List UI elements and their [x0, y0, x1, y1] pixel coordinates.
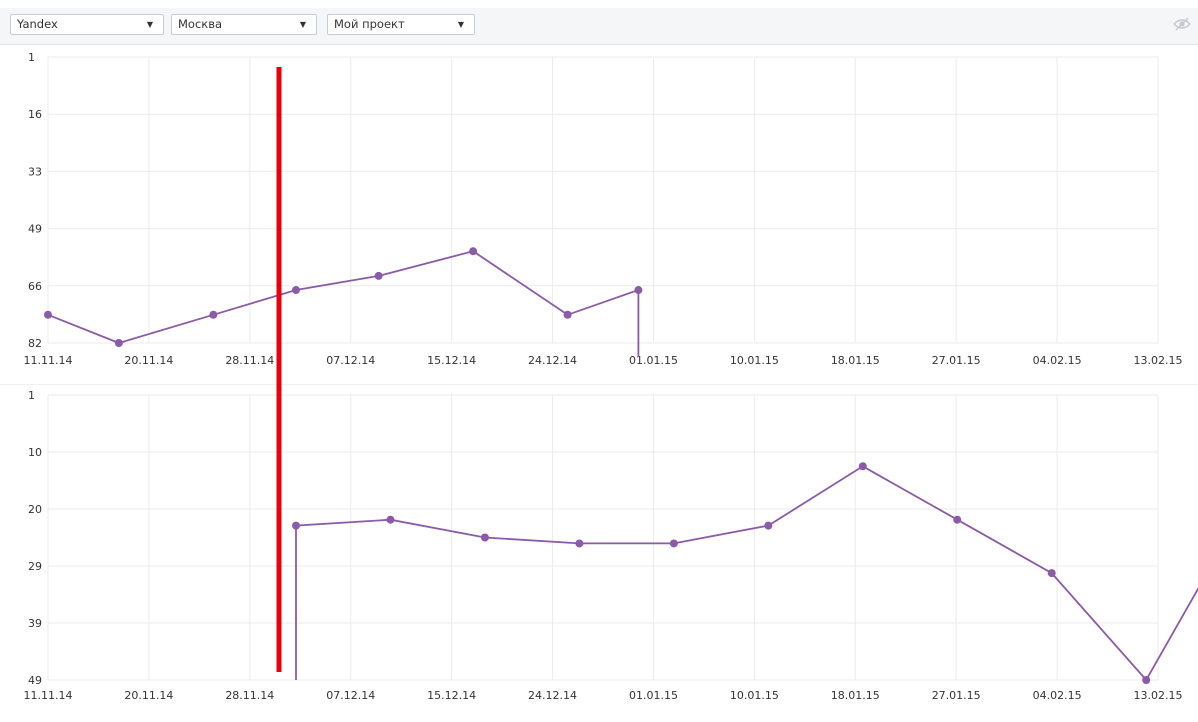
x-tick-label: 27.01.15	[932, 689, 981, 702]
data-point	[209, 310, 218, 319]
data-point	[386, 515, 395, 524]
y-tick-label: 20	[28, 503, 42, 516]
chevron-down-icon: ▼	[457, 20, 464, 29]
project-select[interactable]: Мой проект ▼	[327, 14, 475, 35]
y-tick-label: 82	[28, 337, 42, 350]
data-point	[1142, 676, 1151, 684]
x-tick-label: 11.11.14	[24, 354, 73, 367]
data-point	[669, 539, 678, 548]
y-tick-label: 29	[28, 560, 42, 573]
x-tick-label: 24.12.14	[528, 689, 577, 702]
data-point	[764, 521, 773, 530]
series-line	[47, 250, 640, 357]
chart-top: 1 16 33 49 66 82 11.11.14 20.11.14 28.11.14 07.12…	[24, 51, 1183, 367]
x-tick-label: 01.01.15	[629, 354, 678, 367]
data-point	[1047, 569, 1056, 578]
x-tick-label: 04.02.15	[1033, 354, 1082, 367]
data-point	[469, 247, 478, 256]
data-point	[374, 271, 383, 280]
region-select[interactable]: Москва ▼	[171, 14, 317, 35]
y-tick-label: 49	[28, 674, 42, 687]
y-tick-label: 10	[28, 446, 42, 459]
x-tick-label: 18.01.15	[831, 689, 880, 702]
data-point	[44, 310, 52, 319]
x-tick-label: 04.02.15	[1033, 689, 1082, 702]
eye-slash-icon[interactable]	[1172, 14, 1192, 34]
x-tick-label: 11.11.14	[24, 689, 73, 702]
x-tick-label: 20.11.14	[124, 354, 173, 367]
x-tick-label: 10.01.15	[730, 689, 779, 702]
y-tick-label: 1	[28, 389, 35, 402]
x-tick-label: 20.11.14	[124, 689, 173, 702]
engine-select-value: Yandex	[17, 17, 58, 31]
y-tick-label: 33	[28, 165, 42, 178]
y-tick-label: 66	[28, 280, 42, 293]
y-tick-label: 39	[28, 617, 42, 630]
chart-bottom: 1 10 20 29 39 49 11.11.14 20.11.14 28.11.14 07.12…	[24, 389, 1198, 702]
chart-divider	[0, 384, 1198, 385]
x-tick-label: 10.01.15	[730, 354, 779, 367]
region-select-value: Москва	[178, 17, 223, 31]
x-tick-label: 24.12.14	[528, 354, 577, 367]
y-tick-label: 16	[28, 108, 42, 121]
x-tick-label: 07.12.14	[326, 689, 375, 702]
chevron-down-icon: ▼	[146, 20, 153, 29]
data-point	[953, 515, 962, 524]
data-point	[858, 462, 867, 471]
x-tick-label: 13.02.15	[1134, 689, 1183, 702]
x-tick-label: 18.01.15	[831, 354, 880, 367]
x-tick-label: 15.12.14	[427, 354, 476, 367]
x-tick-label: 28.11.14	[225, 354, 274, 367]
data-point	[575, 539, 584, 548]
data-point	[563, 310, 572, 319]
toolbar: Yandex ▼ Москва ▼ Мой проект ▼	[0, 8, 1198, 45]
x-tick-label: 13.02.15	[1134, 354, 1183, 367]
y-tick-label: 49	[28, 223, 42, 236]
x-tick-label: 07.12.14	[326, 354, 375, 367]
data-point	[291, 286, 300, 295]
project-select-value: Мой проект	[334, 17, 405, 31]
data-point	[480, 533, 489, 542]
x-tick-label: 27.01.15	[932, 354, 981, 367]
x-tick-label: 15.12.14	[427, 689, 476, 702]
data-point	[634, 286, 643, 295]
data-point	[291, 521, 300, 530]
engine-select[interactable]: Yandex ▼	[10, 14, 164, 35]
y-tick-label: 1	[28, 51, 35, 64]
chevron-down-icon: ▼	[299, 20, 306, 29]
x-tick-label: 28.11.14	[225, 689, 274, 702]
data-point	[114, 339, 123, 347]
x-tick-label: 01.01.15	[629, 689, 678, 702]
series-line	[295, 465, 1198, 682]
